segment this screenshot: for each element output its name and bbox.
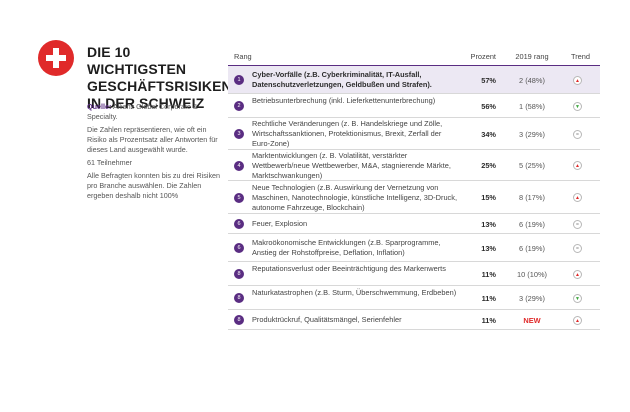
percent-value: 57%: [481, 76, 496, 85]
risk-label: Reputationsverlust oder Beeinträchtigung…: [252, 264, 446, 273]
source-text: Allianz Global Corporate & Specialty.: [87, 102, 198, 121]
trend-same-icon: =: [573, 220, 582, 229]
rank-badge: 5: [234, 193, 244, 203]
risk-label: Produktrückruf, Qualitätsmängel, Serienf…: [252, 315, 402, 324]
percent-value: 13%: [481, 220, 496, 229]
risk-label: Rechtliche Veränderungen (z. B. Handelsk…: [252, 119, 443, 148]
risk-label: Betriebsunterbrechung (inkl. Lieferkette…: [252, 96, 436, 105]
trend-down-icon: ▼: [573, 102, 582, 111]
header-prev-rank: 2019 rang: [515, 52, 549, 61]
table-row: 2 Betriebsunterbrechung (inkl. Lieferkett…: [228, 94, 600, 118]
prev-rank-value: 5 (25%): [519, 161, 545, 170]
rank-badge: 2: [234, 101, 244, 111]
prev-rank-value: 3 (29%): [519, 130, 545, 139]
source-note: Quelle: Allianz Global Corporate & Speci…: [87, 102, 222, 122]
trend-same-icon: =: [573, 244, 582, 253]
rank-badge: 8: [234, 293, 244, 303]
page-title: DIE 10 WICHTIGSTEN GESCHÄFTSRISIKEN IN D…: [87, 44, 232, 111]
prev-rank-value: 6 (19%): [519, 244, 545, 253]
rank-badge: 3: [234, 129, 244, 139]
rank-badge: 8: [234, 269, 244, 279]
percent-value: 15%: [481, 193, 496, 202]
table-row: 6 Feuer, Explosion 13% 6 (19%) =: [228, 214, 600, 234]
note-paragraph-2: Alle Befragten konnten bis zu drei Risik…: [87, 171, 221, 200]
risk-label: Cyber-Vorfälle (z.B. Cyberkriminalität, …: [252, 70, 432, 89]
risk-label: Naturkatastrophen (z.B. Sturm, Überschwe…: [252, 288, 457, 297]
risk-label: Feuer, Explosion: [252, 219, 308, 228]
trend-up-icon: ▲: [573, 161, 582, 170]
note-paragraph-1: Die Zahlen repräsentieren, wie oft ein R…: [87, 125, 218, 154]
percent-value: 56%: [481, 102, 496, 111]
header-rank: Rang: [234, 52, 252, 61]
table-body: 1 Cyber-Vorfälle (z.B. Cyberkriminalität,…: [228, 66, 600, 330]
header-percent: Prozent: [470, 52, 496, 61]
rank-badge: 4: [234, 161, 244, 171]
trend-up-icon: ▲: [573, 193, 582, 202]
table-row: 8 Produktrückruf, Qualitätsmängel, Serien…: [228, 310, 600, 330]
source-label: Quelle:: [87, 102, 112, 111]
trend-up-icon: ▲: [573, 76, 582, 85]
notes: Quelle: Allianz Global Corporate & Speci…: [87, 102, 222, 204]
prev-rank-value: 3 (29%): [519, 294, 545, 303]
table-row: 8 Naturkatastrophen (z.B. Sturm, Überschw…: [228, 286, 600, 310]
percent-value: 13%: [481, 244, 496, 253]
percent-value: 11%: [481, 316, 496, 325]
rank-badge: 6: [234, 243, 244, 253]
table-header: Rang Prozent 2019 rang Trend: [228, 46, 600, 66]
table-row: 1 Cyber-Vorfälle (z.B. Cyberkriminalität,…: [228, 66, 600, 94]
prev-rank-value: 8 (17%): [519, 193, 545, 202]
participants-note: 61 Teilnehmer: [87, 158, 133, 167]
rank-badge: 1: [234, 75, 244, 85]
prev-rank-value: 10 (10%): [517, 270, 547, 279]
table-row: 3 Rechtliche Veränderungen (z. B. Handels…: [228, 118, 600, 150]
percent-value: 11%: [481, 294, 496, 303]
trend-up-icon: ▲: [573, 316, 582, 325]
table-row: 6 Makroökonomische Entwicklungen (z.B. Sp…: [228, 234, 600, 262]
trend-down-icon: ▼: [573, 294, 582, 303]
prev-rank-value: 2 (48%): [519, 76, 545, 85]
percent-value: 25%: [481, 161, 496, 170]
prev-rank-value: 1 (58%): [519, 102, 545, 111]
prev-rank-value: 6 (19%): [519, 220, 545, 229]
swiss-flag-icon: [38, 40, 74, 76]
percent-value: 34%: [481, 130, 496, 139]
table-row: 4 Marktentwicklungen (z. B. Volatilität, …: [228, 150, 600, 181]
rank-badge: 6: [234, 219, 244, 229]
risk-table: Rang Prozent 2019 rang Trend 1 Cyber-Vorf…: [228, 46, 600, 330]
trend-up-icon: ▲: [573, 270, 582, 279]
percent-value: 11%: [481, 270, 496, 279]
rank-badge: 8: [234, 315, 244, 325]
trend-same-icon: =: [573, 130, 582, 139]
table-row: 5 Neue Technologien (z.B. Auswirkung der …: [228, 181, 600, 214]
table-row: 8 Reputationsverlust oder Beeinträchtigun…: [228, 262, 600, 286]
risk-label: Marktentwicklungen (z. B. Volatilität, v…: [252, 151, 451, 180]
risk-label: Makroökonomische Entwicklungen (z.B. Spa…: [252, 238, 441, 257]
prev-rank-value: NEW: [523, 316, 541, 325]
header-trend: Trend: [570, 52, 590, 61]
risk-label: Neue Technologien (z.B. Auswirkung der V…: [252, 183, 457, 212]
